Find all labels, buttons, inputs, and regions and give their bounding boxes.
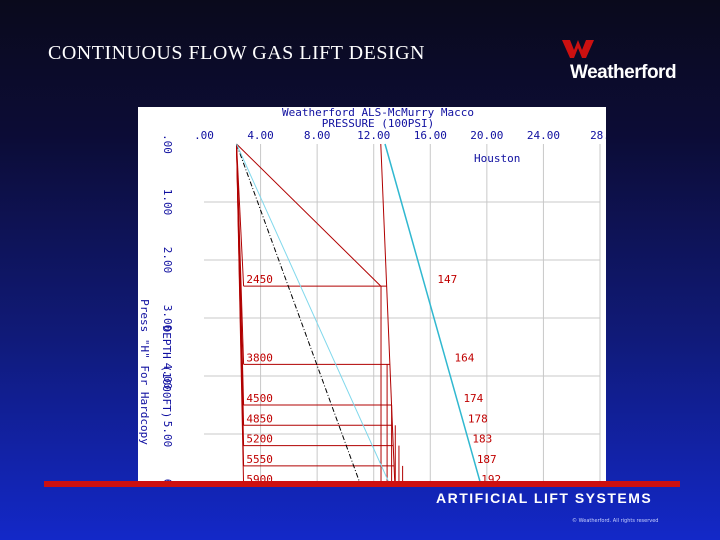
valve-depth-label: 4500 xyxy=(246,392,273,405)
x-tick-label: 20.00 xyxy=(470,129,503,142)
static-gradient-line xyxy=(236,143,392,487)
y-tick-label: .00 xyxy=(161,134,174,154)
valve-depth-label: 4850 xyxy=(246,412,273,425)
unloading-line xyxy=(236,143,245,487)
valve-temp-label: 164 xyxy=(455,351,475,364)
valve-temp-label: 183 xyxy=(472,433,492,446)
footer-brand: ARTIFICIAL LIFT SYSTEMS xyxy=(436,490,653,506)
x-axis-label: PRESSURE (100PSI) xyxy=(322,117,435,130)
footer-red-bar xyxy=(44,481,680,487)
gas-lift-chart: Weatherford ALS-McMurry Macco PRESSURE (… xyxy=(138,107,606,487)
valve-temp-label: 178 xyxy=(468,412,488,425)
x-tick-label: 16.00 xyxy=(414,129,447,142)
copyright-text: © Weatherford. All rights reserved xyxy=(572,518,659,524)
y-tick-label: 2.00 xyxy=(161,247,174,274)
y-tick-label: 1.00 xyxy=(161,189,174,216)
valve-depth-label: 3800 xyxy=(246,351,273,364)
valve-depth-label: 5550 xyxy=(246,453,273,466)
x-tick-label: 28. xyxy=(590,129,606,142)
flowing-tubing-gradient-line xyxy=(236,143,362,487)
hardcopy-note: Press "H" For Hardcopy xyxy=(138,299,151,445)
valve-temp-label: 187 xyxy=(477,453,497,466)
x-tick-label: 8.00 xyxy=(304,129,331,142)
y-axis-label: DEPTH (1000FT) xyxy=(160,326,173,419)
weatherford-logo: Weatherford xyxy=(560,36,690,92)
location-label: Houston xyxy=(474,152,520,165)
x-tick-label: .00 xyxy=(194,129,214,142)
y-tick-label: 3.00 xyxy=(161,305,174,332)
slide-title: CONTINUOUS FLOW GAS LIFT DESIGN xyxy=(48,42,425,64)
x-tick-label: 4.00 xyxy=(247,129,273,142)
x-tick-label: 24.00 xyxy=(527,129,560,142)
temperature-gradient-line xyxy=(380,143,396,487)
chart-svg: Weatherford ALS-McMurry Macco PRESSURE (… xyxy=(138,107,606,487)
valve-temp-label: 174 xyxy=(463,392,483,405)
y-tick-label: 4.00 xyxy=(161,363,174,390)
y-tick-label: 5.00 xyxy=(161,421,174,448)
valve-depth-label: 2450 xyxy=(246,273,273,286)
valve-temp-label: 147 xyxy=(437,273,457,286)
x-tick-label: 12.00 xyxy=(357,129,390,142)
chart-title: Weatherford ALS-McMurry Macco xyxy=(282,107,474,119)
unloading-gradient-line xyxy=(236,143,382,287)
weatherford-w-icon xyxy=(562,40,594,58)
casing-pressure-gradient-line xyxy=(384,143,483,487)
valve-depth-label: 5200 xyxy=(246,433,273,446)
logo-text: Weatherford xyxy=(570,62,677,83)
